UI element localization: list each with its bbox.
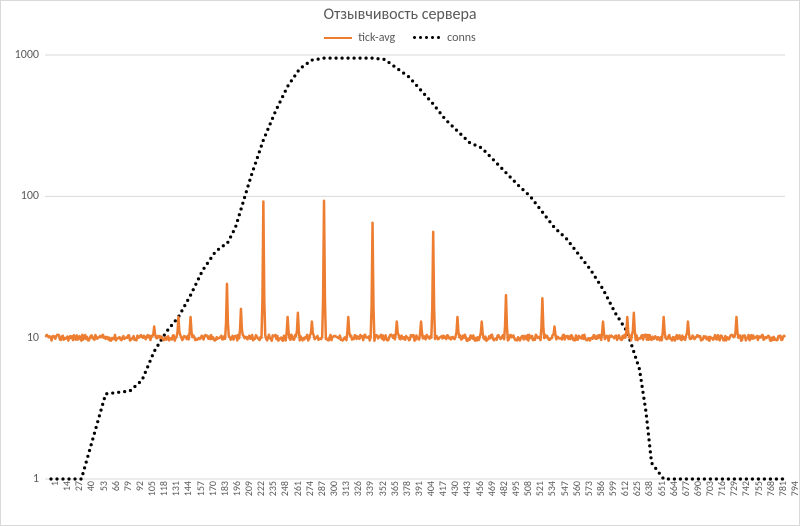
x-tick-label: 248 bbox=[278, 481, 291, 496]
chart-title: Отзывчивость сервера bbox=[1, 5, 799, 24]
x-tick-label: 183 bbox=[218, 481, 231, 496]
x-tick-label: 196 bbox=[230, 481, 243, 496]
x-tick-label: 157 bbox=[194, 481, 207, 496]
x-tick-label: 274 bbox=[303, 481, 316, 496]
x-tick-label: 560 bbox=[570, 481, 583, 496]
legend-item-conns: conns bbox=[413, 31, 476, 45]
x-tick-label: 53 bbox=[97, 481, 110, 491]
y-tick-label: 100 bbox=[21, 189, 45, 203]
legend-item-tick-avg: tick-avg bbox=[324, 31, 395, 45]
x-tick-label: 781 bbox=[776, 481, 789, 496]
x-tick-label: 651 bbox=[655, 481, 668, 496]
x-tick-label: 482 bbox=[497, 481, 510, 496]
y-tick-label: 1000 bbox=[15, 48, 45, 62]
x-tick-label: 339 bbox=[363, 481, 376, 496]
legend-swatch-tick-avg bbox=[324, 37, 352, 39]
legend-swatch-conns bbox=[413, 35, 441, 41]
x-tick-label: 144 bbox=[181, 481, 194, 496]
x-tick-label: 573 bbox=[582, 481, 595, 496]
x-tick-label: 443 bbox=[460, 481, 473, 496]
x-axis-labels: 1142740536679921051181311441571701831962… bbox=[45, 479, 785, 519]
x-tick-label: 352 bbox=[376, 481, 389, 496]
x-tick-label: 742 bbox=[739, 481, 752, 496]
x-tick-label: 755 bbox=[752, 481, 765, 496]
x-tick-label: 768 bbox=[764, 481, 777, 496]
x-tick-label: 287 bbox=[315, 481, 328, 496]
x-tick-label: 92 bbox=[133, 481, 146, 491]
x-tick-label: 456 bbox=[473, 481, 486, 496]
x-tick-label: 690 bbox=[691, 481, 704, 496]
legend-label-conns: conns bbox=[447, 31, 476, 45]
x-tick-label: 547 bbox=[558, 481, 571, 496]
y-tick-label: 10 bbox=[27, 331, 45, 345]
series-layer bbox=[45, 55, 785, 479]
x-tick-label: 261 bbox=[291, 481, 304, 496]
x-tick-label: 586 bbox=[594, 481, 607, 496]
x-tick-label: 534 bbox=[545, 481, 558, 496]
plot-area: 1101001000 11427405366799210511813114415… bbox=[45, 55, 785, 479]
series-tick-avg bbox=[45, 201, 785, 341]
x-tick-label: 638 bbox=[642, 481, 655, 496]
chart-container: Отзывчивость сервера tick-avg conns 1101… bbox=[0, 0, 800, 526]
series-conns bbox=[49, 57, 784, 481]
x-tick-label: 66 bbox=[109, 481, 122, 491]
x-tick-label: 664 bbox=[667, 481, 680, 496]
legend-label-tick-avg: tick-avg bbox=[358, 31, 395, 45]
x-tick-label: 40 bbox=[84, 481, 97, 491]
x-tick-label: 170 bbox=[206, 481, 219, 496]
x-tick-label: 79 bbox=[121, 481, 134, 491]
x-tick-label: 469 bbox=[485, 481, 498, 496]
y-tick-label: 1 bbox=[33, 472, 45, 486]
x-tick-label: 365 bbox=[388, 481, 401, 496]
x-tick-label: 677 bbox=[679, 481, 692, 496]
x-tick-label: 794 bbox=[788, 481, 800, 496]
x-tick-label: 391 bbox=[412, 481, 425, 496]
x-tick-label: 378 bbox=[400, 481, 413, 496]
legend: tick-avg conns bbox=[1, 31, 799, 45]
